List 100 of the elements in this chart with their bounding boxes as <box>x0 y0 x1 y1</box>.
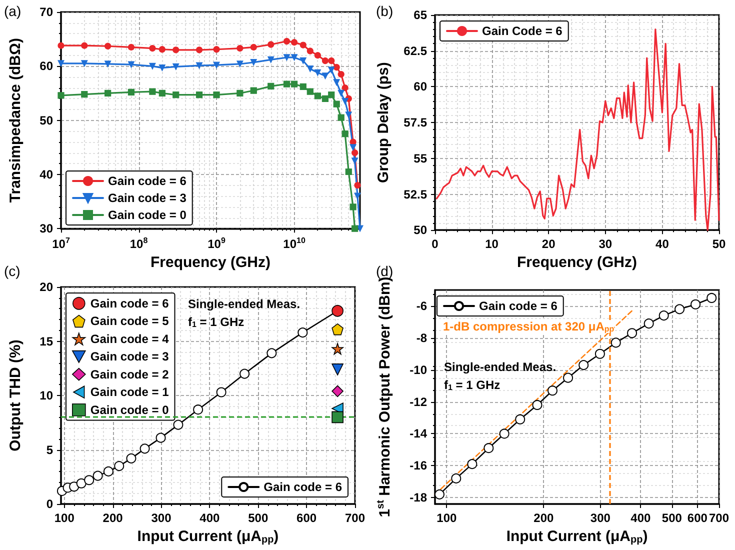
y-tick-label: 62.5 <box>404 44 428 58</box>
legend-label: Gain code = 5 <box>90 314 170 328</box>
x-tick-label: 40 <box>656 237 670 252</box>
point <box>103 466 114 476</box>
point <box>126 453 136 464</box>
point <box>298 328 308 338</box>
x-tick-label: 400 <box>630 511 652 525</box>
point <box>92 470 103 481</box>
legend-label: Gain code = 6 <box>90 296 170 310</box>
point <box>216 387 226 398</box>
point <box>706 292 717 303</box>
ref-line-label: 1-dB compression at 320 μApp <box>443 320 614 334</box>
x-tick-label: 100 <box>54 511 75 525</box>
legend-label: Gain code = 3 <box>108 191 187 205</box>
y-tick-label: -18 <box>410 490 428 505</box>
x-tick-label: 0 <box>432 237 439 252</box>
y-tick-label: 52.5 <box>404 187 428 202</box>
point <box>484 443 494 454</box>
point <box>76 478 86 488</box>
legend-label: Gain code = 0 <box>90 402 170 417</box>
point <box>451 473 462 484</box>
y-axis-title: Transimpedance (dBΩ) <box>7 38 24 203</box>
legend-label: Gain code = 4 <box>90 332 170 346</box>
y-tick-label: 20 <box>40 280 54 294</box>
text: (d) <box>376 263 394 279</box>
point <box>610 338 621 348</box>
annotation: f1 = 1 GHz <box>188 315 244 329</box>
legend-label: Gain code = 3 <box>90 350 170 364</box>
x-tick-label: 200 <box>102 511 124 525</box>
x-tick-label: 600 <box>687 511 708 525</box>
y-tick-label: 55 <box>414 151 428 166</box>
y-tick-label: 15 <box>40 334 54 348</box>
legend-label: Gain code = 6 <box>264 480 342 494</box>
point <box>114 461 124 472</box>
point <box>193 404 204 415</box>
point <box>332 364 344 376</box>
y-tick-label: 5 <box>46 442 54 457</box>
point <box>434 489 444 500</box>
y-axis-title: 1st Harmonic Output Power (dBm) <box>376 276 394 518</box>
x-axis-title: Frequency (GHz) <box>150 254 271 271</box>
y-tick-label: 57.5 <box>404 116 428 130</box>
x-tick-label: 300 <box>590 511 611 525</box>
point <box>515 414 526 424</box>
point <box>69 482 80 492</box>
text: (c) <box>4 263 20 279</box>
point <box>332 411 344 424</box>
legend-label: Gain Code = 6 <box>482 24 563 38</box>
y-tick-label: 60 <box>40 59 54 74</box>
y-axis-title: Output THD (%) <box>7 340 24 452</box>
point <box>467 459 478 470</box>
text: (a) <box>4 3 22 19</box>
y-tick-label: -12 <box>410 394 428 409</box>
x-axis-title: Frequency (GHz) <box>516 254 638 271</box>
legend-label: Gain code = 6 <box>108 174 187 188</box>
x-tick-label: 100 <box>436 511 457 525</box>
y-tick-label: 0 <box>46 497 54 511</box>
point <box>140 444 150 454</box>
point <box>548 386 558 396</box>
point <box>644 318 654 329</box>
point <box>578 360 589 370</box>
legend-label: Gain code = 6 <box>479 299 558 313</box>
y-tick-label: 65 <box>414 8 428 22</box>
legend-label: Gain code = 0 <box>108 208 187 222</box>
y-tick-label: 10 <box>40 388 54 402</box>
y-tick-label: 60 <box>414 80 428 94</box>
x-tick-label: 500 <box>662 511 682 525</box>
point <box>332 323 344 336</box>
x-tick-label: 30 <box>598 237 612 252</box>
y-tick-label: -14 <box>410 426 428 441</box>
point <box>84 475 94 486</box>
point <box>658 310 669 321</box>
y-tick-label: 40 <box>40 167 54 182</box>
point <box>332 342 344 355</box>
legend-label: Gain code = 1 <box>90 385 170 400</box>
x-tick-label: 700 <box>344 511 366 525</box>
y-tick-label: 50 <box>40 113 54 128</box>
y-tick-label: -8 <box>416 330 428 345</box>
point <box>156 432 166 443</box>
annotation: Single-ended Meas. <box>444 360 556 374</box>
point <box>532 400 542 410</box>
y-axis-title: Group Delay (ps) <box>375 62 392 183</box>
point <box>674 304 685 314</box>
x-tick-label: 50 <box>712 237 726 252</box>
legend-label: Gain code = 2 <box>90 367 170 382</box>
text: (b) <box>376 3 394 19</box>
point <box>627 328 638 338</box>
point <box>690 299 701 310</box>
annotation: Single-ended Meas. <box>188 297 300 311</box>
point <box>499 428 510 439</box>
y-tick-label: 70 <box>40 5 54 19</box>
point <box>594 348 605 359</box>
x-tick-label: 200 <box>534 511 554 525</box>
x-tick-label: 700 <box>708 511 730 525</box>
y-tick-label: -10 <box>410 362 428 377</box>
point <box>266 348 277 358</box>
x-tick-label: 300 <box>151 511 172 525</box>
y-tick-label: 30 <box>40 222 54 236</box>
point <box>173 420 184 430</box>
point <box>563 372 574 383</box>
y-tick-label: 50 <box>414 223 428 238</box>
